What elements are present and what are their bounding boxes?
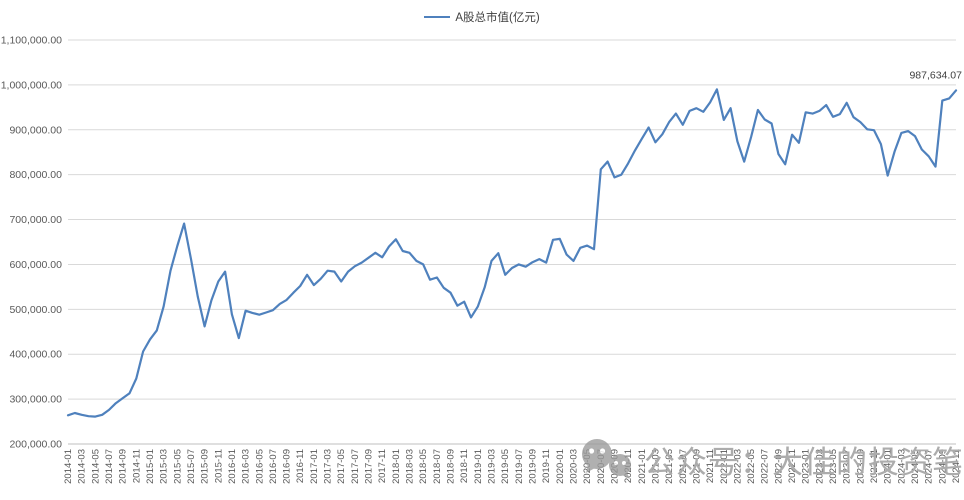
x-tick-label: 2022-11: [787, 449, 798, 483]
x-tick-label: 2017-11: [377, 449, 388, 483]
x-tick-label: 2023-09: [855, 449, 866, 484]
y-tick-label: 800,000.00: [9, 169, 62, 181]
x-tick-label: 2014-03: [77, 449, 88, 484]
x-tick-label: 2018-11: [459, 449, 470, 483]
x-tick-label: 2014-01: [63, 449, 74, 484]
x-tick-label: 2017-01: [309, 449, 320, 484]
x-tick-label: 2018-07: [432, 449, 443, 484]
x-tick-label: 2018-03: [405, 449, 416, 484]
x-tick-label: 2014-11: [131, 449, 142, 483]
x-tick-label: 2024-07: [924, 449, 935, 484]
y-tick-label: 900,000.00: [9, 124, 62, 136]
x-tick-label: 2021-05: [664, 449, 675, 484]
x-tick-label: 2015-09: [200, 449, 211, 484]
x-tick-label: 2021-01: [637, 449, 648, 484]
x-tick-label: 2019-01: [473, 449, 484, 484]
legend-label: A股总市值(亿元): [455, 12, 540, 24]
x-tick-label: 2018-01: [391, 449, 402, 484]
x-tick-label: 2023-11: [869, 449, 880, 483]
x-axis-labels: 2014-01 2014-03 2014-05 2014-07 2014-09 2014-…: [63, 449, 962, 484]
x-tick-label: 2018-09: [446, 449, 457, 484]
x-tick-label: 2019-11: [541, 449, 552, 483]
x-tick-label: 2020-09: [610, 449, 621, 484]
x-tick-label: 2015-07: [186, 449, 197, 484]
x-tick-label: 2015-01: [145, 449, 156, 484]
x-tick-label: 2024-01: [883, 449, 894, 484]
y-tick-label: 600,000.00: [9, 259, 62, 271]
last-value-label: 987,634.07: [909, 69, 962, 81]
x-tick-label: 2015-11: [213, 449, 224, 483]
x-tick-label: 2024-09: [937, 449, 948, 484]
x-tick-label: 2017-07: [350, 449, 361, 484]
x-tick-label: 2014-05: [90, 449, 101, 484]
x-tick-label: 2023-05: [828, 449, 839, 484]
x-tick-label: 2024-03: [896, 449, 907, 484]
x-tick-label: 2014-07: [104, 449, 115, 484]
x-tick-label: 2015-03: [159, 449, 170, 484]
x-tick-label: 2020-03: [569, 449, 580, 484]
y-tick-label: 200,000.00: [9, 439, 62, 451]
x-tick-label: 2022-01: [719, 449, 730, 484]
y-tick-label: 300,000.00: [9, 394, 62, 406]
y-tick-label: 700,000.00: [9, 214, 62, 226]
x-tick-label: 2020-01: [555, 449, 566, 484]
x-tick-label: 2023-01: [801, 449, 812, 484]
x-tick-label: 2022-07: [760, 449, 771, 484]
x-tick-label: 2019-05: [500, 449, 511, 484]
y-axis-labels: 1,100,000.00 1,000,000.00 900,000.00 800,00…: [1, 35, 62, 451]
x-tick-label: 2017-05: [336, 449, 347, 484]
x-tick-label: 2019-09: [528, 449, 539, 484]
x-tick-label: 2023-03: [814, 449, 825, 484]
x-tick-label: 2018-05: [418, 449, 429, 484]
y-tick-label: 1,000,000.00: [1, 79, 62, 91]
x-tick-label: 2019-07: [514, 449, 525, 484]
x-tick-label: 2024-11: [951, 449, 962, 483]
legend: A股总市值(亿元): [0, 9, 964, 25]
x-tick-label: 2017-03: [323, 449, 334, 484]
gridlines: [68, 39, 956, 445]
x-tick-label: 2016-05: [254, 449, 265, 484]
x-tick-label: 2023-07: [842, 449, 853, 484]
x-tick-label: 2024-05: [910, 449, 921, 484]
x-tick-label: 2015-05: [172, 449, 183, 484]
x-tick-label: 2021-09: [691, 449, 702, 484]
x-tick-label: 2022-05: [746, 449, 757, 484]
x-tick-label: 2019-03: [487, 449, 498, 484]
x-tick-label: 2020-07: [596, 449, 607, 484]
y-tick-label: 500,000.00: [9, 304, 62, 316]
x-tick-label: 2022-03: [732, 449, 743, 484]
x-tick-label: 2021-07: [678, 449, 689, 484]
x-tick-label: 2014-09: [118, 449, 129, 484]
x-tick-label: 2022-09: [773, 449, 784, 484]
y-tick-label: 1,100,000.00: [1, 35, 62, 47]
y-tick-label: 400,000.00: [9, 349, 62, 361]
x-tick-label: 2021-11: [705, 449, 716, 483]
x-tick-label: 2016-09: [282, 449, 293, 484]
legend-line-swatch: [424, 15, 451, 19]
x-tick-label: 2016-11: [295, 449, 306, 483]
x-tick-label: 2021-03: [650, 449, 661, 484]
x-tick-label: 2020-05: [582, 449, 593, 484]
x-tick-label: 2016-07: [268, 449, 279, 484]
x-tick-label: 2016-01: [227, 449, 238, 484]
x-tick-label: 2016-03: [241, 449, 252, 484]
x-tick-label: 2017-09: [364, 449, 375, 484]
x-tick-label: 2020-11: [623, 449, 634, 483]
series-line: [66, 88, 958, 418]
